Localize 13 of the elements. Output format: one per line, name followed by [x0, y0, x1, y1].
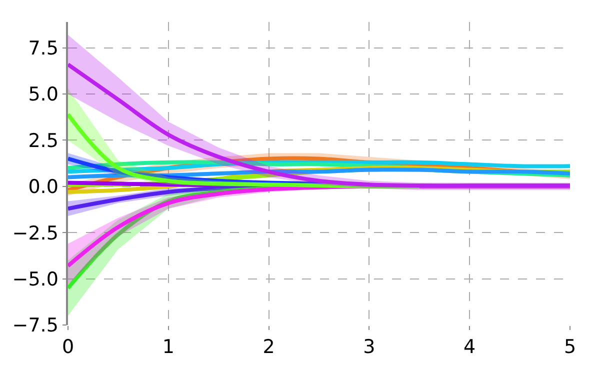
x-tick-label: 0 — [62, 336, 74, 358]
y-tick-label: 2.5 — [28, 130, 58, 152]
y-tick-label: −2.5 — [12, 222, 58, 244]
x-tick-label: 5 — [564, 336, 576, 358]
x-tick-label: 4 — [464, 336, 476, 358]
y-tick-label: 0.0 — [28, 176, 58, 198]
x-tick-label: 1 — [162, 336, 174, 358]
y-tick-label: −7.5 — [12, 314, 58, 337]
y-tick-label: −5.0 — [12, 268, 58, 290]
y-tick-label: 5.0 — [28, 84, 58, 106]
x-tick-label: 3 — [363, 336, 376, 358]
y-tick-label: 7.5 — [28, 38, 58, 60]
x-tick-label: 2 — [262, 336, 275, 358]
